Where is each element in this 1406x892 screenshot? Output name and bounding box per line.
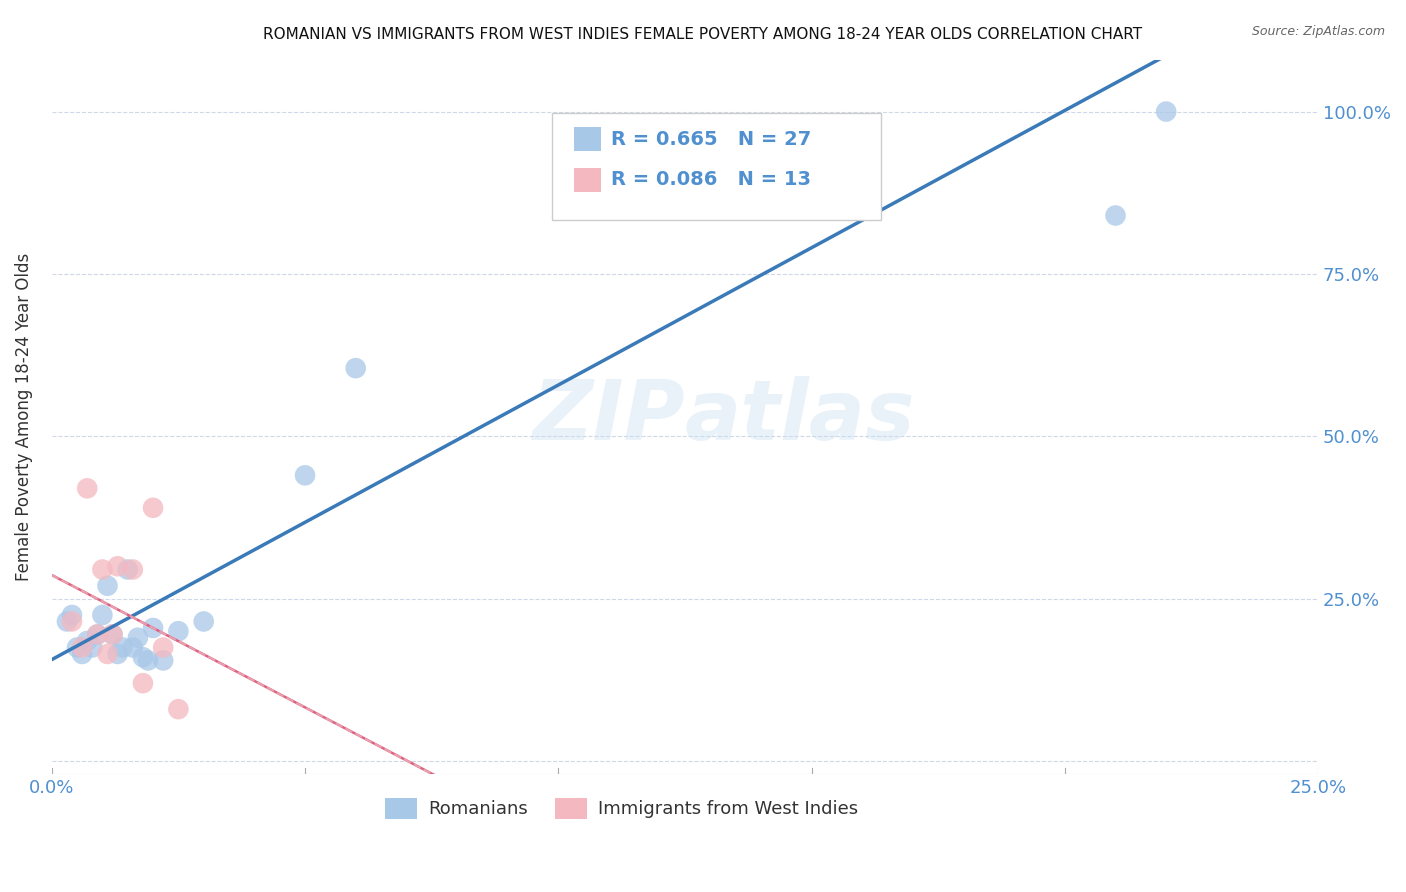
Text: R = 0.086   N = 13: R = 0.086 N = 13 (612, 170, 811, 189)
Point (1104, 209, 1126, 223)
Point (193, 615, 215, 629)
Text: Source: ZipAtlas.com: Source: ZipAtlas.com (1251, 25, 1385, 38)
Point (121, 640, 143, 655)
Point (142, 500, 165, 515)
Point (86, 627, 108, 641)
FancyBboxPatch shape (574, 128, 602, 151)
Point (136, 653, 159, 667)
Point (724, 120, 747, 135)
Point (167, 702, 190, 716)
Point (101, 627, 124, 641)
FancyBboxPatch shape (574, 169, 602, 192)
Point (167, 624, 190, 639)
Point (107, 559, 129, 574)
Point (107, 647, 129, 661)
Point (76, 481, 98, 495)
Point (152, 653, 174, 667)
Point (96, 579, 118, 593)
Point (96, 647, 118, 661)
Point (66, 640, 89, 655)
Point (82, 640, 104, 655)
Point (344, 361, 367, 376)
Point (56, 615, 79, 629)
Point (91, 562, 114, 576)
Point (76, 634, 98, 648)
Point (851, 120, 873, 135)
Y-axis label: Female Poverty Among 18-24 Year Olds: Female Poverty Among 18-24 Year Olds (15, 252, 32, 581)
FancyBboxPatch shape (553, 113, 882, 220)
Text: ROMANIAN VS IMMIGRANTS FROM WEST INDIES FEMALE POVERTY AMONG 18-24 YEAR OLDS COR: ROMANIAN VS IMMIGRANTS FROM WEST INDIES … (263, 27, 1143, 42)
Legend: Romanians, Immigrants from West Indies: Romanians, Immigrants from West Indies (378, 790, 866, 826)
Point (127, 631, 149, 645)
Point (70, 647, 93, 661)
Point (132, 650, 155, 665)
Point (121, 562, 143, 576)
Point (1154, 104, 1177, 119)
Point (86, 627, 108, 641)
Point (101, 627, 124, 641)
Text: atlas: atlas (685, 376, 915, 458)
Point (152, 640, 174, 655)
Text: ZIP: ZIP (533, 376, 685, 458)
Point (294, 468, 316, 483)
Point (117, 562, 139, 576)
Point (111, 640, 134, 655)
Text: R = 0.665   N = 27: R = 0.665 N = 27 (612, 130, 811, 149)
Point (70, 640, 93, 655)
Point (91, 607, 114, 622)
Point (60, 607, 83, 622)
Point (142, 621, 165, 635)
Point (60, 615, 83, 629)
Point (132, 676, 155, 690)
